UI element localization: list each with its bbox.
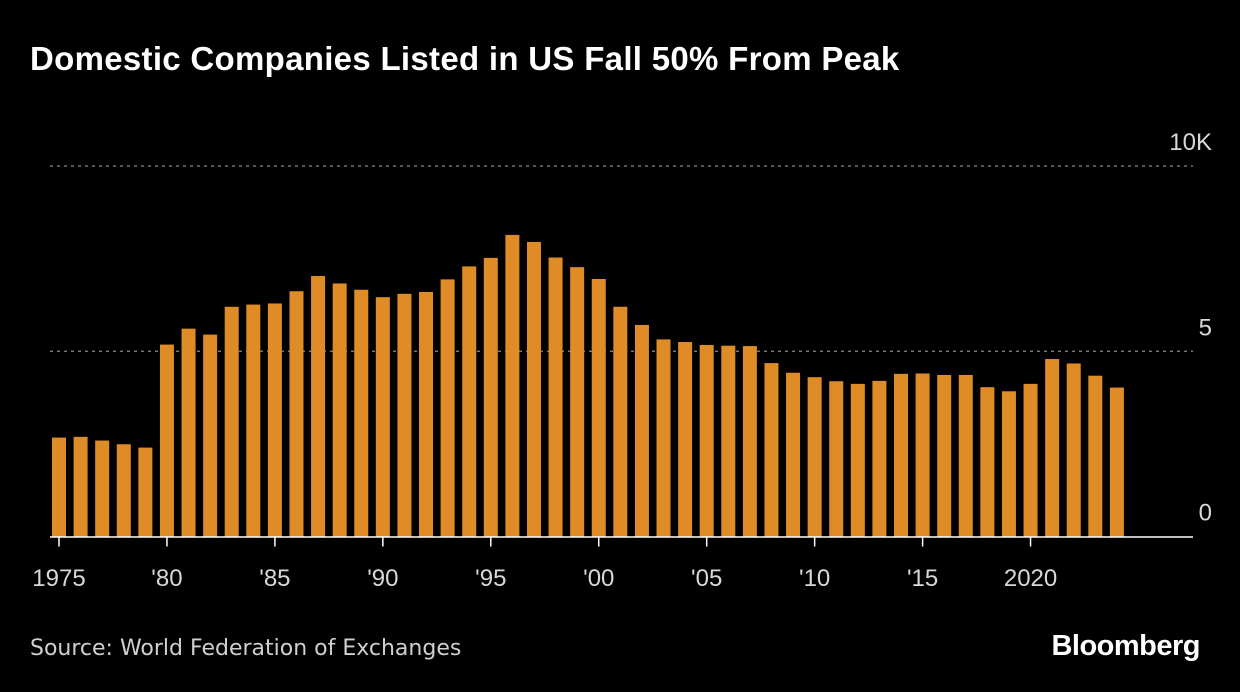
y-tick-label: 0 [1199, 500, 1212, 527]
bar-1985 [267, 303, 282, 537]
x-tick-label: '00 [583, 565, 614, 592]
bar-2017 [958, 374, 973, 537]
x-tick-label: '90 [367, 565, 398, 592]
bar-1996 [505, 234, 520, 537]
bar-1981 [181, 328, 196, 537]
bar-2012 [850, 383, 865, 537]
bar-1990 [375, 297, 390, 537]
bar-1989 [354, 289, 369, 537]
bar-2022 [1066, 363, 1081, 537]
bar-1991 [397, 293, 412, 537]
bar-1987 [311, 276, 326, 537]
bar-1976 [73, 436, 88, 537]
bar-2013 [872, 380, 887, 537]
bar-2016 [937, 374, 952, 537]
x-tick-label: '15 [907, 565, 938, 592]
bar-2011 [829, 381, 844, 537]
bar-2021 [1045, 359, 1060, 537]
bar-2010 [807, 377, 822, 537]
bar-1982 [203, 334, 218, 537]
bar-1983 [224, 306, 239, 537]
bar-1986 [289, 291, 304, 537]
bar-2024 [1109, 387, 1124, 537]
bar-1977 [95, 440, 110, 537]
bar-2003 [656, 339, 671, 537]
bar-2001 [613, 306, 628, 537]
bar-1992 [419, 291, 434, 537]
y-tick-label: 10K [1169, 129, 1212, 156]
x-tick-label: '10 [799, 565, 830, 592]
x-tick-label: 2020 [1004, 565, 1057, 592]
x-tick-label: '95 [475, 565, 506, 592]
bar-1995 [483, 257, 498, 537]
bar-2008 [764, 363, 779, 537]
bar-1980 [159, 344, 174, 537]
bar-2005 [699, 344, 714, 537]
bar-1994 [462, 266, 477, 537]
bar-2007 [742, 346, 757, 537]
bar-2000 [591, 279, 606, 537]
source-note: Source: World Federation of Exchanges [30, 636, 462, 661]
x-tick-label: '05 [691, 565, 722, 592]
bar-1999 [570, 267, 585, 537]
bar-1978 [116, 444, 131, 537]
bar-2018 [980, 387, 995, 537]
bar-1998 [548, 257, 563, 537]
bar-2014 [894, 373, 909, 537]
bloomberg-logo: Bloomberg [1051, 630, 1200, 662]
bar-1984 [246, 304, 261, 537]
bar-1997 [526, 241, 541, 537]
bar-1993 [440, 279, 455, 537]
bar-1988 [332, 283, 347, 537]
bar-2015 [915, 373, 930, 537]
bar-1975 [52, 437, 66, 537]
x-tick-label: '80 [151, 565, 182, 592]
bar-2019 [1001, 391, 1016, 537]
bar-2004 [678, 341, 693, 537]
bar-2009 [786, 372, 801, 537]
x-tick-label: '85 [259, 565, 290, 592]
y-tick-label: 5 [1199, 314, 1212, 341]
bar-2020 [1023, 383, 1038, 537]
bar-1979 [138, 447, 153, 537]
x-tick-label: 1975 [32, 565, 85, 592]
bar-2002 [634, 324, 649, 537]
bar-2023 [1088, 375, 1103, 537]
chart-title: Domestic Companies Listed in US Fall 50%… [30, 40, 900, 77]
bar-2006 [721, 345, 736, 537]
